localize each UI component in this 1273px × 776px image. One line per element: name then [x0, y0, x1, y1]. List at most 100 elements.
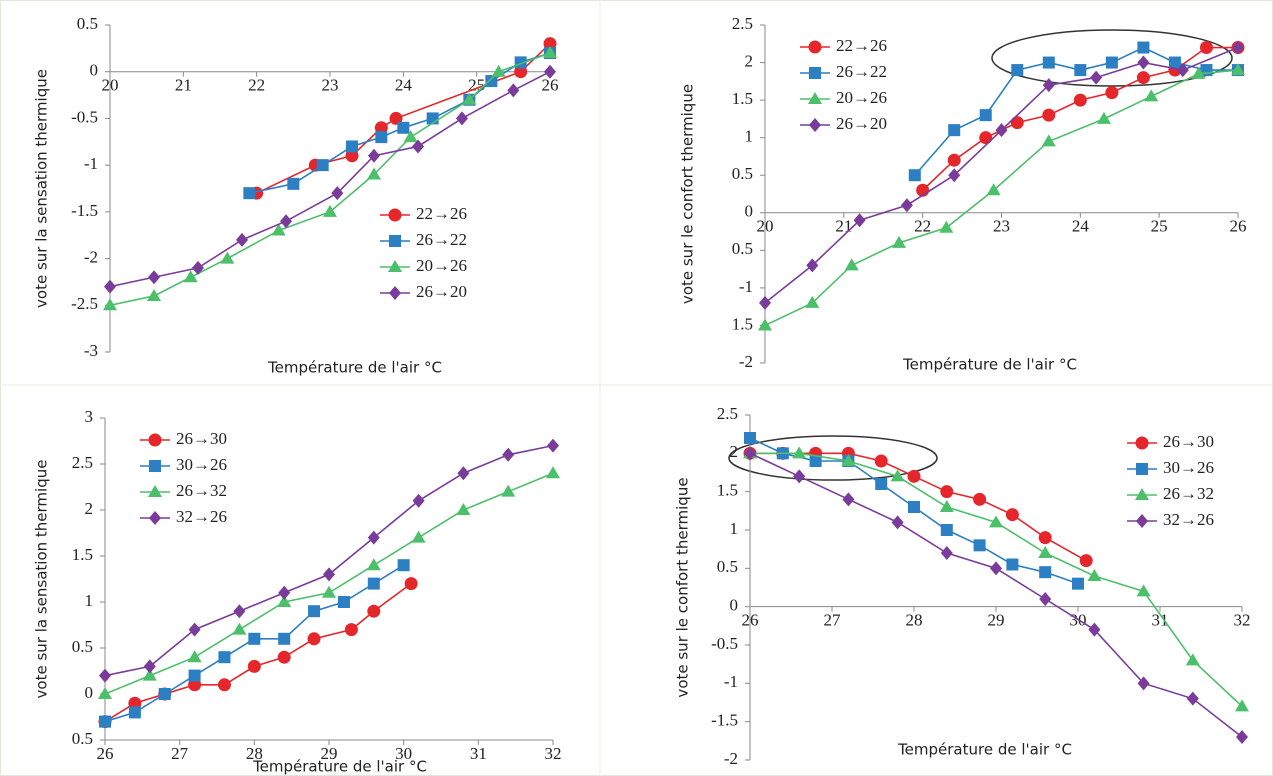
marker [892, 235, 907, 248]
legend-label: 30→26 [176, 455, 227, 474]
y-tick-label: 0.5 [732, 239, 753, 258]
marker [758, 318, 772, 331]
marker [890, 469, 905, 482]
marker [344, 623, 358, 637]
marker [1236, 730, 1248, 744]
marker [809, 455, 822, 467]
legend-marker [1135, 488, 1149, 500]
marker [979, 131, 993, 145]
marker [544, 64, 556, 79]
marker [397, 121, 410, 134]
marker [1042, 78, 1055, 93]
marker [948, 124, 961, 137]
marker [514, 65, 528, 79]
y-axis-title: vote sur la sensation thermique [33, 460, 51, 699]
marker [940, 546, 953, 560]
series-line [256, 43, 551, 194]
marker [1006, 558, 1019, 571]
y-tick-label: 1.5 [72, 545, 93, 564]
marker [323, 567, 335, 582]
x-tick-label: 30 [395, 744, 412, 763]
marker [900, 198, 913, 213]
y-tick-label: -2.5 [71, 294, 98, 313]
marker [1088, 622, 1101, 637]
marker [368, 148, 380, 163]
marker [1038, 531, 1052, 545]
y-tick-label: 3 [85, 407, 94, 426]
legend-label: 30→26 [1163, 458, 1214, 477]
marker [1136, 584, 1151, 597]
marker [1011, 64, 1024, 77]
marker [287, 177, 300, 190]
marker [805, 295, 820, 308]
legend-label: 26→20 [836, 114, 887, 133]
marker [404, 577, 418, 591]
marker [236, 232, 248, 247]
marker [1073, 93, 1087, 107]
y-axis-title: vote sur le confort thermique [679, 84, 697, 304]
x-tick-label: 26 [1230, 217, 1247, 236]
highlight-ellipse [728, 435, 938, 481]
series-line [764, 46, 1239, 304]
marker [1096, 111, 1111, 124]
marker [744, 432, 756, 444]
y-tick-label: 1.5 [732, 314, 753, 333]
marker [844, 258, 859, 271]
marker [411, 530, 426, 543]
legend-label: 32→26 [176, 507, 227, 526]
marker [456, 503, 471, 515]
series-line [109, 71, 551, 288]
y-tick-label: 0 [90, 61, 99, 80]
marker [403, 130, 418, 143]
marker [104, 279, 116, 294]
marker [1144, 89, 1159, 102]
x-tick-label: 28 [906, 611, 923, 630]
marker [841, 454, 856, 466]
y-tick-label: -1.5 [71, 201, 98, 220]
marker [989, 515, 1003, 528]
marker [220, 251, 235, 264]
y-tick-label: 1 [730, 519, 739, 538]
marker [1090, 70, 1103, 85]
marker [947, 153, 961, 167]
y-tick-label: 0 [730, 596, 739, 615]
y-tick-label: -1 [739, 277, 753, 296]
marker [143, 659, 156, 674]
legend-label: 20→26 [836, 88, 887, 107]
marker [345, 149, 359, 163]
marker [277, 650, 291, 664]
y-tick-label: 0.5 [732, 164, 753, 183]
marker [188, 622, 201, 637]
x-axis-title: Température de l'air °C [897, 741, 1072, 759]
x-tick-label: 27 [171, 744, 189, 763]
y-tick-label: 1 [85, 591, 94, 610]
marker [502, 447, 515, 462]
marker [1005, 508, 1019, 522]
marker [874, 454, 888, 468]
x-tick-label: 26 [97, 744, 114, 763]
x-tick-label: 23 [322, 76, 339, 95]
marker [990, 561, 1002, 576]
marker [842, 492, 855, 507]
marker [792, 446, 807, 459]
legend-label: 22→26 [416, 204, 467, 223]
marker [243, 187, 256, 200]
marker [367, 604, 381, 618]
x-tick-label: 24 [395, 76, 413, 95]
y-tick-label: 2 [730, 442, 739, 461]
y-axis-title: vote sur le confort thermique [674, 477, 692, 697]
x-tick-label: 26 [542, 76, 559, 95]
marker [908, 501, 920, 513]
y-tick-label: 1.5 [732, 89, 753, 108]
series-line [104, 472, 554, 695]
marker [491, 64, 506, 77]
x-tick-label: 22 [248, 76, 265, 95]
marker [367, 577, 380, 590]
legend-marker [809, 67, 821, 79]
marker [1137, 676, 1150, 691]
marker [374, 121, 388, 135]
marker [99, 715, 111, 728]
y-tick-label: 0 [85, 683, 94, 702]
marker [1041, 134, 1056, 147]
legend-label: 26→32 [176, 481, 227, 500]
